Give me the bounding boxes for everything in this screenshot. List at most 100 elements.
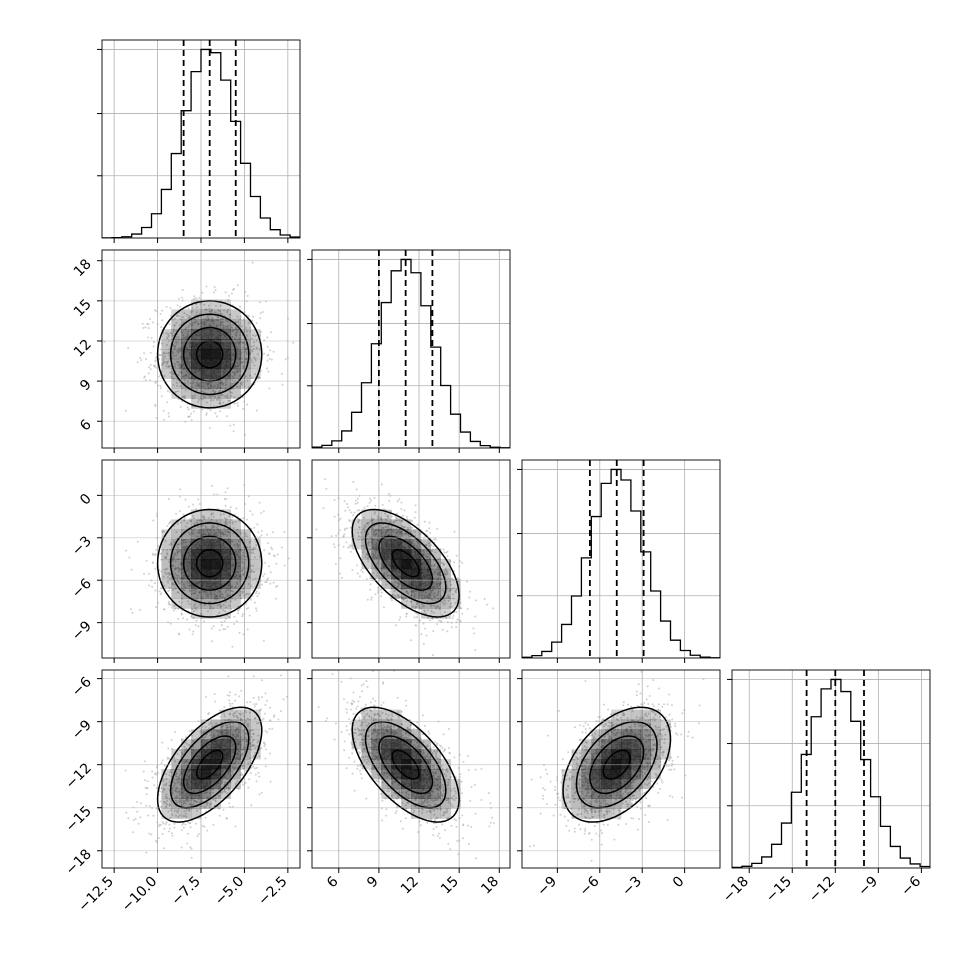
scatter-point [239,369,241,372]
scatter-point [169,332,172,335]
scatter-point [179,541,182,544]
scatter-point [241,615,244,618]
scatter-point [474,599,477,602]
density-cell [181,378,192,389]
scatter-point [241,325,244,328]
scatter-point [159,552,162,555]
scatter-point [174,338,177,341]
scatter-point [262,575,265,578]
scatter-point [245,555,248,558]
scatter-point [252,315,255,318]
scatter-point [173,554,176,557]
scatter-point [212,320,215,323]
scatter-point [227,531,230,534]
scatter-point [212,607,214,610]
scatter-point [358,575,361,578]
scatter-point [228,316,231,319]
scatter-point [251,376,253,379]
scatter-point [160,342,163,345]
scatter-point [147,814,150,817]
scatter-point [212,405,215,408]
scatter-point [268,552,270,555]
scatter-point [390,599,393,602]
density-cell [210,368,222,379]
scatter-point [224,491,227,494]
scatter-point [160,570,163,573]
scatter-point [174,365,176,368]
scatter-point [266,345,269,348]
scatter-point [170,314,172,317]
scatter-point [253,556,256,559]
scatter-point [455,554,458,557]
y-tick-label: −3 [69,533,95,559]
scatter-point [164,571,167,574]
scatter-point [188,324,191,327]
scatter-point [348,519,351,521]
scatter-point [446,630,449,633]
scatter-point [236,404,239,407]
scatter-point [203,825,206,828]
scatter-point [231,597,234,600]
scatter-point [173,604,176,607]
scatter-point [173,317,176,320]
scatter-point [207,388,210,391]
scatter-point [184,382,187,385]
scatter-point [201,597,204,600]
scatter-point [236,544,239,547]
scatter-point [213,597,216,600]
scatter-point [195,311,198,314]
scatter-point [145,358,148,361]
scatter-point [196,597,199,600]
scatter-point [219,312,222,315]
scatter-point [244,433,247,436]
scatter-point [177,351,180,354]
scatter-point [168,560,171,563]
scatter-point [428,521,431,524]
scatter-point [248,374,251,377]
scatter-point [231,522,234,525]
scatter-point [231,702,234,705]
scatter-point [242,366,245,369]
scatter-point [233,396,236,399]
density-cell [230,519,241,530]
scatter-point [459,560,462,563]
scatter-point [244,291,247,293]
scatter-point [270,331,272,334]
scatter-point [252,546,255,549]
scatter-point [439,619,442,622]
scatter-point [473,632,476,635]
scatter-point [217,309,220,312]
scatter-point [232,590,235,593]
scatter-point [201,398,204,401]
scatter-point [249,326,252,329]
scatter-point [229,589,232,592]
scatter-point [217,312,220,315]
scatter-point [183,589,186,592]
scatter-point [157,837,160,840]
density-cell [220,339,231,350]
scatter-point [251,549,254,552]
scatter-point [140,802,142,805]
scatter-point [167,360,170,363]
scatter-point [195,297,198,300]
scatter-point [472,627,475,630]
scatter-point [181,396,184,399]
scatter-point [226,311,229,314]
scatter-point [181,539,184,542]
density-cell [191,339,202,350]
scatter-point [241,613,244,616]
scatter-point [164,540,167,543]
scatter-point [229,526,232,529]
scatter-point [205,401,208,404]
scatter-point [192,617,195,619]
density-cell [230,339,241,350]
scatter-point [163,418,166,421]
scatter-point [246,403,249,406]
scatter-point [177,390,180,393]
scatter-point [252,347,255,350]
scatter-point [233,544,236,547]
scatter-point [179,488,182,491]
scatter-point [164,355,166,358]
density-cell [220,299,231,310]
scatter-point [230,392,233,394]
